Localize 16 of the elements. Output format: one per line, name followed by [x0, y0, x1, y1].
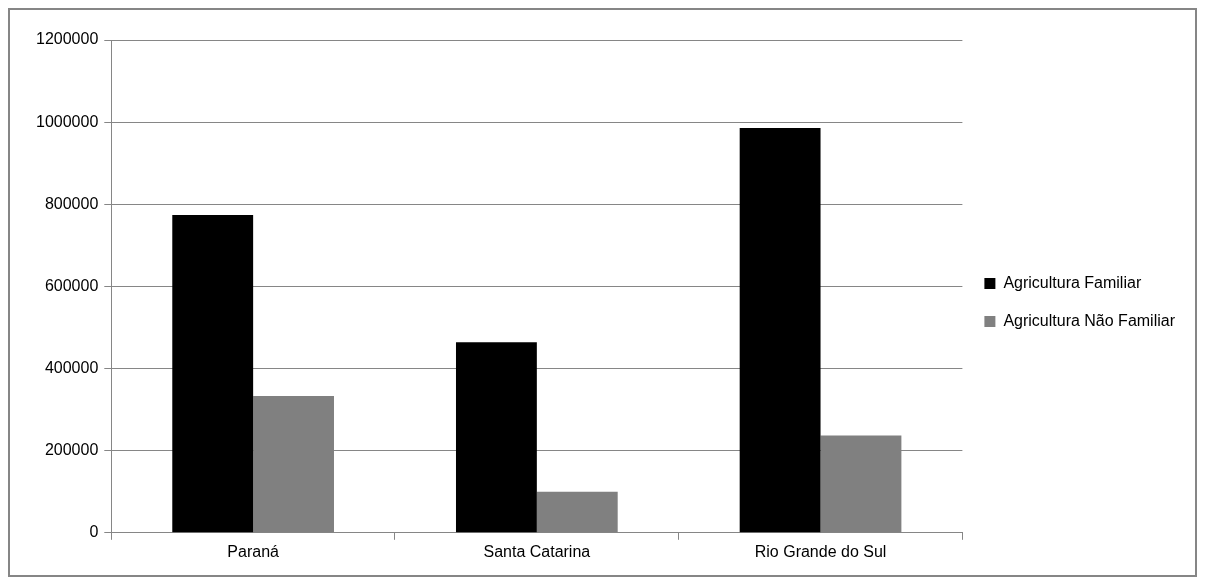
y-tick-label: 1200000	[35, 30, 99, 48]
x-tick-label: Paraná	[227, 542, 280, 560]
y-tick-label: 200000	[44, 441, 99, 459]
legend-label: Agricultura Familiar	[1003, 273, 1142, 291]
bar	[536, 491, 618, 533]
x-tick-label: Santa Catarina	[483, 542, 591, 560]
y-tick-label: 400000	[44, 358, 99, 376]
bar	[455, 342, 537, 533]
bar	[739, 127, 821, 533]
y-tick-label: 0	[89, 523, 99, 541]
y-tick-label: 600000	[44, 276, 99, 294]
y-tick-label: 800000	[44, 194, 99, 212]
bar	[172, 214, 254, 533]
y-tick-label: 1000000	[35, 112, 99, 130]
x-tick-label: Rio Grande do Sul	[754, 542, 887, 560]
legend-label: Agricultura Não Familiar	[1003, 311, 1176, 329]
